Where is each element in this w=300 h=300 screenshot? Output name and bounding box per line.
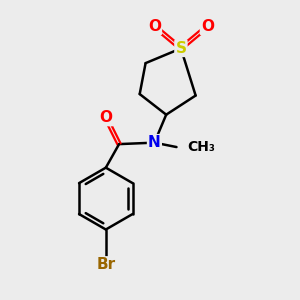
Text: CH₃: CH₃: [188, 140, 216, 154]
Text: S: S: [176, 41, 186, 56]
Text: N: N: [148, 135, 161, 150]
Text: O: O: [148, 19, 161, 34]
Text: O: O: [201, 19, 214, 34]
Text: Br: Br: [96, 257, 116, 272]
Text: O: O: [99, 110, 112, 125]
